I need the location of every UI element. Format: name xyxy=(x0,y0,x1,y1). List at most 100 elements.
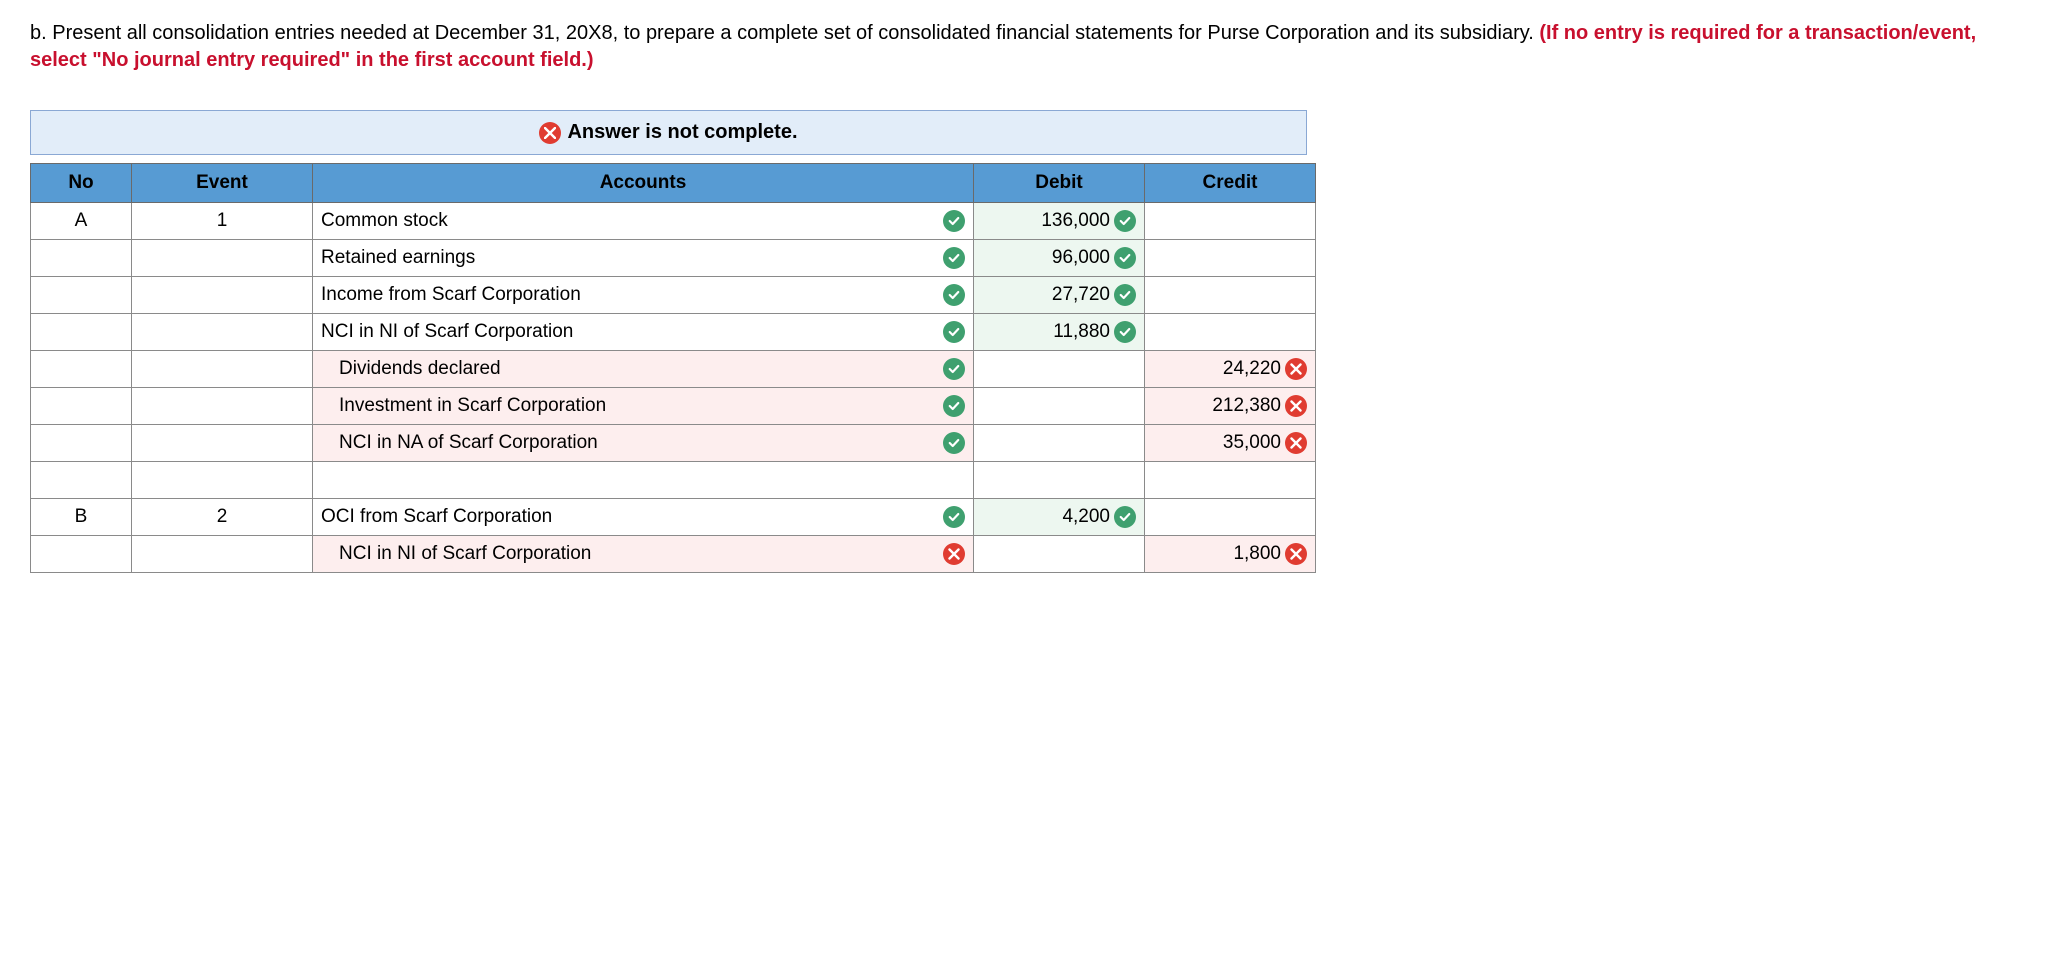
cell-event xyxy=(132,351,313,388)
header-no: No xyxy=(31,164,132,203)
check-icon xyxy=(943,210,965,232)
check-icon xyxy=(1114,284,1136,306)
x-icon xyxy=(539,122,561,144)
check-icon xyxy=(943,358,965,380)
cell-credit[interactable]: 212,380 xyxy=(1145,388,1316,425)
table-row xyxy=(31,462,1316,499)
debit-value: 96,000 xyxy=(1052,247,1110,269)
cell-event xyxy=(132,388,313,425)
cell-no xyxy=(31,351,132,388)
cell-debit xyxy=(974,388,1145,425)
cell-credit xyxy=(1145,314,1316,351)
cell-event xyxy=(132,240,313,277)
credit-value: 212,380 xyxy=(1212,395,1281,417)
cell-credit xyxy=(1145,499,1316,536)
cell-no: A xyxy=(31,203,132,240)
check-icon xyxy=(1114,247,1136,269)
cell-event: 2 xyxy=(132,499,313,536)
table-header-row: No Event Accounts Debit Credit xyxy=(31,164,1316,203)
credit-value: 35,000 xyxy=(1223,432,1281,454)
cell-debit xyxy=(974,462,1145,499)
check-icon xyxy=(943,321,965,343)
cell-event: 1 xyxy=(132,203,313,240)
cell-debit[interactable]: 11,880 xyxy=(974,314,1145,351)
account-label: Retained earnings xyxy=(321,247,943,269)
cell-no xyxy=(31,425,132,462)
cell-no xyxy=(31,536,132,573)
x-icon xyxy=(1285,358,1307,380)
account-label: NCI in NI of Scarf Corporation xyxy=(321,543,943,565)
cell-credit xyxy=(1145,240,1316,277)
x-icon xyxy=(1285,543,1307,565)
cell-account[interactable]: Retained earnings xyxy=(313,240,974,277)
table-row: NCI in NA of Scarf Corporation 35,000 xyxy=(31,425,1316,462)
check-icon xyxy=(943,432,965,454)
cell-credit[interactable]: 1,800 xyxy=(1145,536,1316,573)
account-label: NCI in NA of Scarf Corporation xyxy=(321,432,943,454)
account-label: Income from Scarf Corporation xyxy=(321,284,943,306)
cell-debit[interactable]: 27,720 xyxy=(974,277,1145,314)
cell-debit[interactable]: 4,200 xyxy=(974,499,1145,536)
credit-value: 24,220 xyxy=(1223,358,1281,380)
table-row: Retained earnings 96,000 xyxy=(31,240,1316,277)
check-icon xyxy=(943,284,965,306)
debit-value: 27,720 xyxy=(1052,284,1110,306)
cell-account[interactable]: NCI in NI of Scarf Corporation xyxy=(313,536,974,573)
cell-account xyxy=(313,462,974,499)
debit-value: 11,880 xyxy=(1053,321,1110,343)
header-debit: Debit xyxy=(974,164,1145,203)
header-event: Event xyxy=(132,164,313,203)
account-label: Dividends declared xyxy=(321,358,943,380)
cell-event xyxy=(132,462,313,499)
cell-debit[interactable]: 96,000 xyxy=(974,240,1145,277)
cell-no: B xyxy=(31,499,132,536)
cell-no xyxy=(31,314,132,351)
header-credit: Credit xyxy=(1145,164,1316,203)
table-row: Income from Scarf Corporation 27,720 xyxy=(31,277,1316,314)
account-label: Investment in Scarf Corporation xyxy=(321,395,943,417)
check-icon xyxy=(1114,506,1136,528)
cell-account[interactable]: Investment in Scarf Corporation xyxy=(313,388,974,425)
account-label: Common stock xyxy=(321,210,943,232)
cell-event xyxy=(132,425,313,462)
cell-account[interactable]: Income from Scarf Corporation xyxy=(313,277,974,314)
cell-event xyxy=(132,314,313,351)
check-icon xyxy=(943,395,965,417)
cell-no xyxy=(31,277,132,314)
check-icon xyxy=(1114,321,1136,343)
debit-value: 4,200 xyxy=(1062,506,1110,528)
cell-account[interactable]: NCI in NI of Scarf Corporation xyxy=(313,314,974,351)
account-label: NCI in NI of Scarf Corporation xyxy=(321,321,943,343)
cell-debit xyxy=(974,536,1145,573)
cell-credit[interactable]: 24,220 xyxy=(1145,351,1316,388)
cell-no xyxy=(31,388,132,425)
debit-value: 136,000 xyxy=(1041,210,1110,232)
table-row: A1 Common stock 136,000 xyxy=(31,203,1316,240)
cell-no xyxy=(31,462,132,499)
check-icon xyxy=(943,247,965,269)
x-icon xyxy=(1285,395,1307,417)
cell-credit xyxy=(1145,462,1316,499)
cell-no xyxy=(31,240,132,277)
cell-event xyxy=(132,536,313,573)
cell-event xyxy=(132,277,313,314)
table-row: B2OCI from Scarf Corporation 4,200 xyxy=(31,499,1316,536)
header-accounts: Accounts xyxy=(313,164,974,203)
question-prefix: b. Present all consolidation entries nee… xyxy=(30,22,1539,44)
table-row: NCI in NI of Scarf Corporation 1,800 xyxy=(31,536,1316,573)
cell-credit xyxy=(1145,277,1316,314)
cell-account[interactable]: NCI in NA of Scarf Corporation xyxy=(313,425,974,462)
status-banner: Answer is not complete. xyxy=(30,110,1307,155)
cell-account[interactable]: OCI from Scarf Corporation xyxy=(313,499,974,536)
cell-account[interactable]: Dividends declared xyxy=(313,351,974,388)
cell-account[interactable]: Common stock xyxy=(313,203,974,240)
cell-debit xyxy=(974,351,1145,388)
x-icon xyxy=(1285,432,1307,454)
table-row: NCI in NI of Scarf Corporation 11,880 xyxy=(31,314,1316,351)
check-icon xyxy=(943,506,965,528)
banner-text: Answer is not complete. xyxy=(567,121,797,144)
cell-debit[interactable]: 136,000 xyxy=(974,203,1145,240)
cell-credit xyxy=(1145,203,1316,240)
cell-credit[interactable]: 35,000 xyxy=(1145,425,1316,462)
journal-table: No Event Accounts Debit Credit A1 Common … xyxy=(30,163,1316,573)
